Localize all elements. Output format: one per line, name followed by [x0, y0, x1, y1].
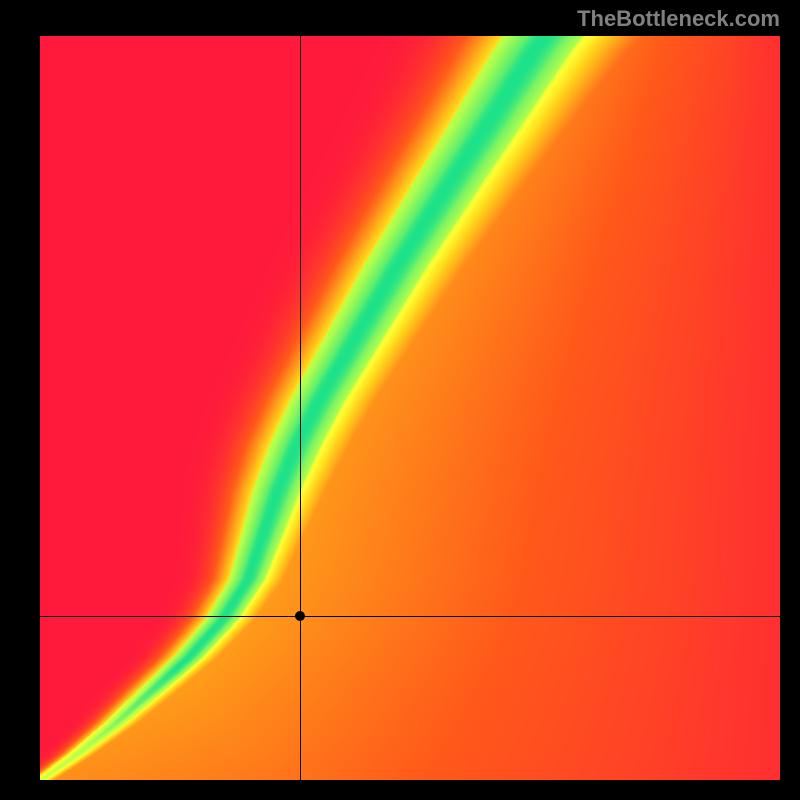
crosshair-horizontal [40, 616, 780, 617]
watermark-text: TheBottleneck.com [577, 6, 780, 32]
chart-container: TheBottleneck.com [0, 0, 800, 800]
bottleneck-heatmap [40, 36, 780, 780]
crosshair-vertical [300, 36, 301, 780]
crosshair-marker[interactable] [295, 611, 305, 621]
